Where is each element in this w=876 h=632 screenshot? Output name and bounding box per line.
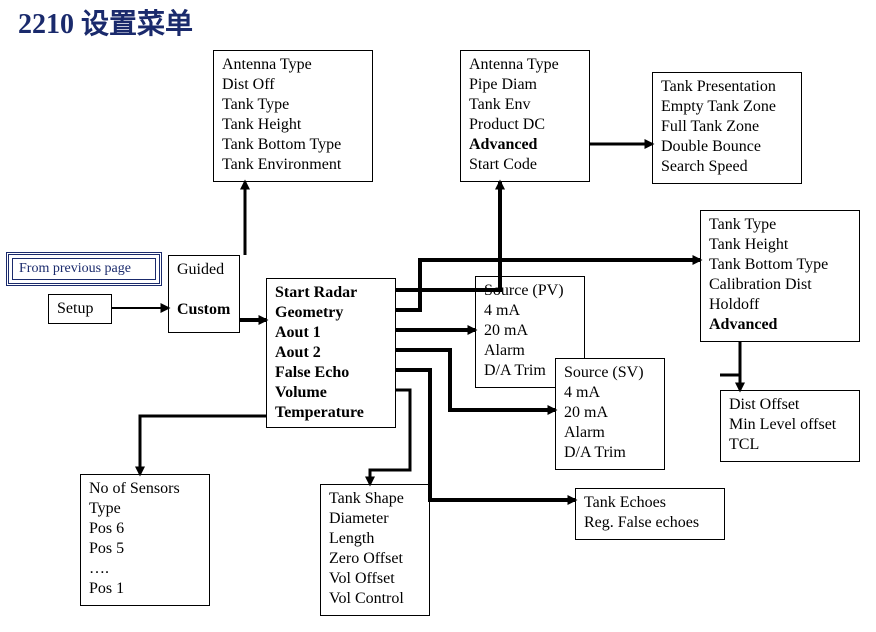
node-guided_detail-item-4: Tank Bottom Type — [222, 135, 364, 155]
node-geometry_detail-item-3: Calibration Dist — [709, 275, 851, 295]
node-geometry_detail-item-1: Tank Height — [709, 235, 851, 255]
node-aout2_detail-item-3: Alarm — [564, 423, 656, 443]
node-geometry_advanced_detail-item-2: TCL — [729, 435, 851, 455]
node-temperature_detail: No of SensorsTypePos 6Pos 5….Pos 1 — [80, 474, 210, 606]
node-guided_custom-item-1 — [177, 280, 231, 300]
node-custom_menu: Start RadarGeometryAout 1Aout 2False Ech… — [266, 278, 396, 428]
node-geometry_detail-item-0: Tank Type — [709, 215, 851, 235]
edge-temperature-to-detail — [140, 416, 266, 474]
node-custom_menu-item-3: Aout 2 — [275, 343, 387, 363]
edge-startradar-to-detail — [396, 182, 500, 290]
node-temperature_detail-item-5: Pos 1 — [89, 579, 201, 599]
node-geometry_detail-item-5: Advanced — [709, 315, 851, 335]
edge-geom-adv-to-detail — [720, 342, 740, 375]
node-advanced_radar_detail: Tank PresentationEmpty Tank ZoneFull Tan… — [652, 72, 802, 184]
node-aout2_detail-item-2: 20 mA — [564, 403, 656, 423]
node-advanced_radar_detail-item-2: Full Tank Zone — [661, 117, 793, 137]
node-from_prev-label: From previous page — [12, 258, 156, 280]
node-custom_menu-item-6: Temperature — [275, 403, 387, 423]
node-temperature_detail-item-0: No of Sensors — [89, 479, 201, 499]
node-aout2_detail-item-0: Source (SV) — [564, 363, 656, 383]
node-aout2_detail-item-1: 4 mA — [564, 383, 656, 403]
node-start_radar_detail-item-0: Antenna Type — [469, 55, 581, 75]
page-title: 2210 设置菜单 — [18, 2, 193, 42]
node-guided_custom: Guided Custom — [168, 255, 240, 333]
node-volume_detail-item-0: Tank Shape — [329, 489, 421, 509]
node-custom_menu-item-4: False Echo — [275, 363, 387, 383]
node-geometry_advanced_detail: Dist OffsetMin Level offsetTCL — [720, 390, 860, 462]
node-advanced_radar_detail-item-3: Double Bounce — [661, 137, 793, 157]
node-guided_custom-item-2: Custom — [177, 300, 231, 320]
node-temperature_detail-item-2: Pos 6 — [89, 519, 201, 539]
node-aout1_detail-item-0: Source (PV) — [484, 281, 576, 301]
node-start_radar_detail: Antenna TypePipe DiamTank EnvProduct DCA… — [460, 50, 590, 182]
node-volume_detail-item-1: Diameter — [329, 509, 421, 529]
node-custom_menu-item-2: Aout 1 — [275, 323, 387, 343]
node-custom_menu-item-1: Geometry — [275, 303, 387, 323]
node-from_prev: From previous page — [6, 252, 162, 286]
node-guided_custom-item-0: Guided — [177, 260, 231, 280]
edge-falseecho-to-detail — [396, 370, 575, 500]
node-start_radar_detail-item-5: Start Code — [469, 155, 581, 175]
node-guided_detail-item-3: Tank Height — [222, 115, 364, 135]
node-geometry_advanced_detail-item-1: Min Level offset — [729, 415, 851, 435]
node-temperature_detail-item-4: …. — [89, 559, 201, 579]
node-setup-item-0: Setup — [57, 299, 103, 319]
node-advanced_radar_detail-item-1: Empty Tank Zone — [661, 97, 793, 117]
node-guided_detail-item-0: Antenna Type — [222, 55, 364, 75]
node-guided_detail-item-2: Tank Type — [222, 95, 364, 115]
node-custom_menu-item-5: Volume — [275, 383, 387, 403]
node-advanced_radar_detail-item-0: Tank Presentation — [661, 77, 793, 97]
node-geometry_detail: Tank TypeTank HeightTank Bottom TypeCali… — [700, 210, 860, 342]
node-geometry_detail-item-2: Tank Bottom Type — [709, 255, 851, 275]
node-aout2_detail-item-4: D/A Trim — [564, 443, 656, 463]
node-guided_detail-item-5: Tank Environment — [222, 155, 364, 175]
node-advanced_radar_detail-item-4: Search Speed — [661, 157, 793, 177]
node-volume_detail-item-5: Vol Control — [329, 589, 421, 609]
node-volume_detail-item-2: Length — [329, 529, 421, 549]
node-start_radar_detail-item-1: Pipe Diam — [469, 75, 581, 95]
node-aout1_detail-item-1: 4 mA — [484, 301, 576, 321]
node-geometry_detail-item-4: Holdoff — [709, 295, 851, 315]
node-start_radar_detail-item-2: Tank Env — [469, 95, 581, 115]
node-false_echo_detail-item-1: Reg. False echoes — [584, 513, 716, 533]
node-false_echo_detail-item-0: Tank Echoes — [584, 493, 716, 513]
node-aout2_detail: Source (SV)4 mA20 mAAlarmD/A Trim — [555, 358, 665, 470]
node-temperature_detail-item-3: Pos 5 — [89, 539, 201, 559]
node-volume_detail: Tank ShapeDiameterLengthZero OffsetVol O… — [320, 484, 430, 616]
node-geometry_advanced_detail-item-0: Dist Offset — [729, 395, 851, 415]
node-setup: Setup — [48, 294, 112, 324]
node-false_echo_detail: Tank EchoesReg. False echoes — [575, 488, 725, 540]
node-volume_detail-item-3: Zero Offset — [329, 549, 421, 569]
node-guided_detail-item-1: Dist Off — [222, 75, 364, 95]
node-guided_detail: Antenna TypeDist OffTank TypeTank Height… — [213, 50, 373, 182]
node-temperature_detail-item-1: Type — [89, 499, 201, 519]
node-volume_detail-item-4: Vol Offset — [329, 569, 421, 589]
node-start_radar_detail-item-3: Product DC — [469, 115, 581, 135]
node-aout1_detail-item-2: 20 mA — [484, 321, 576, 341]
node-start_radar_detail-item-4: Advanced — [469, 135, 581, 155]
node-custom_menu-item-0: Start Radar — [275, 283, 387, 303]
